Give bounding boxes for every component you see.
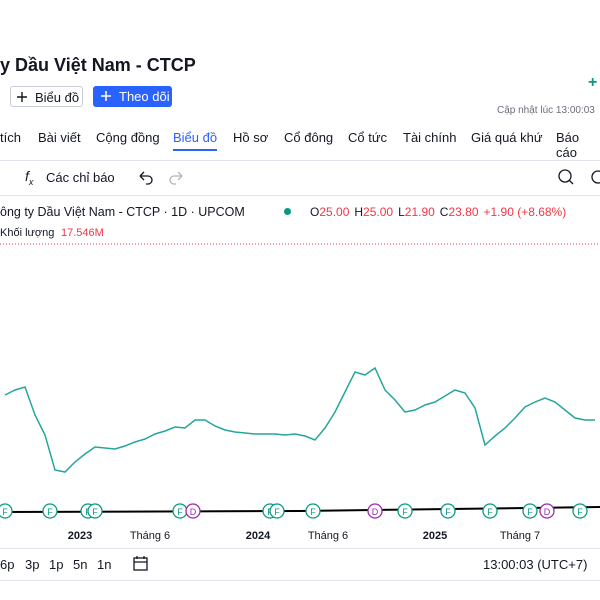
event-marker — [397, 503, 413, 519]
toolbar-icons[interactable] — [556, 167, 600, 187]
plus-icon[interactable]: + — [588, 74, 598, 91]
event-marker — [42, 503, 58, 519]
event-marker — [305, 503, 321, 519]
event-label: F — [177, 507, 183, 517]
undo-redo[interactable] — [136, 170, 186, 186]
volume-label: Khối lượng — [0, 227, 55, 239]
divider — [0, 548, 600, 549]
indicators-button[interactable]: Các chỉ báo — [46, 170, 115, 185]
tab[interactable]: Tài chính — [403, 130, 457, 145]
event-label: F — [47, 507, 53, 517]
event-label: F — [402, 507, 408, 517]
x-tick-label: Tháng 6 — [308, 530, 348, 542]
ohlc-value: 25.00 — [319, 205, 350, 219]
ohlc-value: 21.90 — [404, 205, 435, 219]
range-button[interactable]: 1p — [49, 557, 64, 572]
tab[interactable]: Cổ đông — [284, 130, 334, 145]
legend-title: ông ty Dầu Việt Nam - CTCP · 1D · UPCOM — [0, 205, 245, 219]
updated-time: Cập nhật lúc 13:00:03 — [497, 105, 595, 116]
event-label: F — [577, 507, 583, 517]
tab[interactable]: Hồ sơ — [233, 130, 269, 145]
tab[interactable]: Giá quá khứ — [471, 130, 543, 145]
price-line-series — [4, 366, 595, 473]
button-label: Biểu đồ — [35, 90, 80, 105]
page-title: y Dầu Việt Nam - CTCP — [0, 55, 196, 75]
button-label: Theo dõi — [119, 89, 170, 104]
x-tick-label: 2025 — [423, 530, 447, 542]
change: +1.90 (+8.68%) — [483, 205, 567, 219]
x-tick-label: 2024 — [246, 530, 271, 542]
tab[interactable]: Cổ tức — [348, 130, 388, 145]
range-button[interactable]: 3p — [25, 557, 40, 572]
ohlc-legend: O25.00 H25.00 L21.90 C23.80 +1.90 (+8.68%) — [310, 205, 566, 219]
calendar-icon[interactable] — [132, 555, 150, 573]
event-marker — [482, 503, 498, 519]
tab[interactable]: Biểu đồ — [173, 130, 218, 151]
x-tick-label: Tháng 6 — [130, 530, 170, 542]
ohlc-key: H — [354, 205, 364, 219]
divider — [0, 580, 600, 581]
x-tick-label: 2023 — [68, 530, 92, 542]
tab[interactable]: Báo cáo — [556, 130, 580, 160]
ohlc-value: 23.80 — [448, 205, 479, 219]
status-dot — [284, 208, 291, 215]
event-label: F — [527, 507, 533, 517]
plus-icon — [17, 92, 27, 102]
range-button[interactable]: 5n — [73, 557, 88, 572]
event-label: D — [190, 507, 197, 517]
range-button[interactable]: 6p — [0, 557, 15, 572]
event-marker — [539, 503, 555, 519]
range-button[interactable]: 1n — [97, 557, 112, 572]
event-marker — [440, 503, 456, 519]
event-label: F — [92, 507, 98, 517]
ohlc-key: C — [439, 205, 449, 219]
follow-button[interactable]: Theo dõi — [93, 86, 172, 107]
event-label: F — [274, 507, 280, 517]
fx-icon[interactable]: fx — [25, 168, 34, 187]
tab[interactable]: Cộng đồng — [96, 130, 160, 145]
tab[interactable]: Bài viết — [38, 130, 81, 145]
event-label: F — [310, 507, 316, 517]
event-marker — [367, 503, 383, 519]
volume-value: 17.546M — [61, 227, 104, 239]
event-label: F — [2, 507, 8, 517]
event-marker — [522, 503, 538, 519]
divider — [0, 160, 600, 161]
event-marker — [269, 503, 285, 519]
event-label: D — [544, 507, 551, 517]
event-marker — [572, 503, 588, 519]
event-label: D — [372, 507, 379, 517]
event-marker — [0, 503, 13, 519]
ohlc-value: 25.00 — [363, 205, 394, 219]
tab[interactable]: tích — [0, 130, 21, 145]
divider — [0, 195, 600, 196]
event-label: F — [487, 507, 493, 517]
event-marker — [185, 503, 201, 519]
x-tick-label: Tháng 7 — [500, 530, 540, 542]
chart-button[interactable]: Biểu đồ — [10, 86, 83, 107]
event-label: F — [445, 507, 451, 517]
clock: 13:00:03 (UTC+7) — [483, 557, 588, 572]
event-marker — [87, 503, 103, 519]
ohlc-key: L — [398, 205, 405, 219]
ohlc-key: O — [310, 205, 320, 219]
plus-icon — [101, 91, 111, 101]
